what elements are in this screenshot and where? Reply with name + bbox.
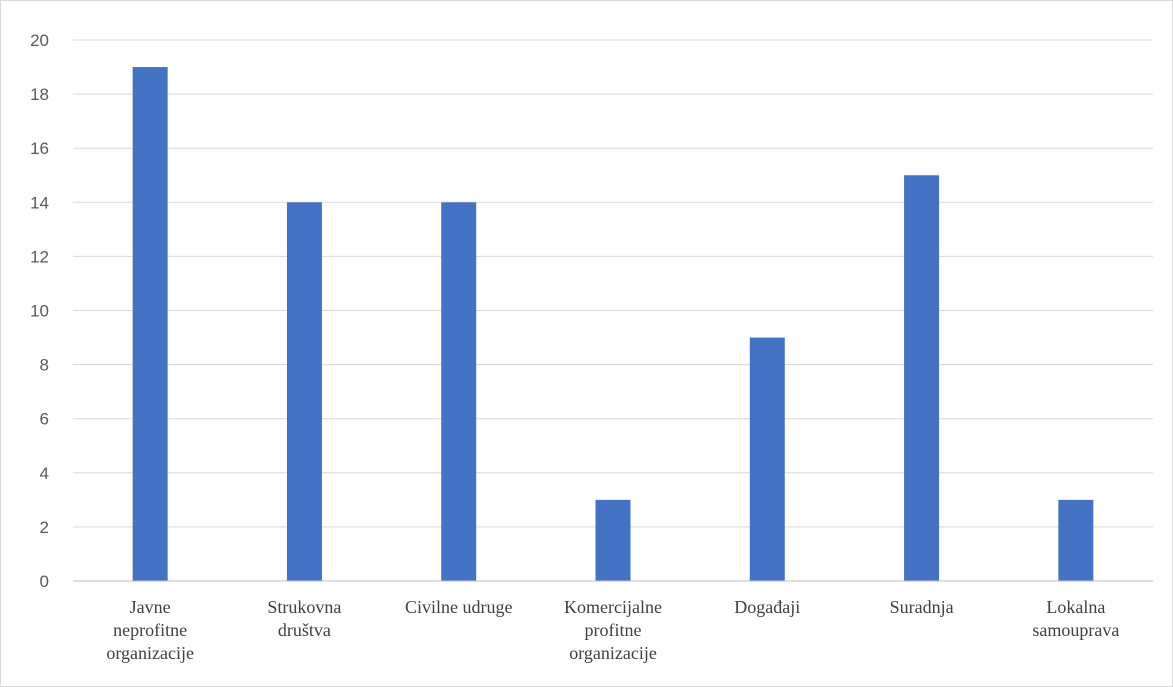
gridlines	[73, 39, 1153, 528]
x-tick-label: Događaji	[734, 597, 800, 617]
x-tick-labels: Javne neprofitne organizacije Strukovna druš…	[106, 597, 1119, 663]
bar	[132, 67, 168, 582]
x-tick-label: Strukovna	[267, 597, 341, 617]
x-tick-label: organizacije	[569, 643, 657, 663]
x-tick-label: Suradnja	[890, 597, 954, 617]
x-tick-label: društva	[278, 620, 331, 640]
bar	[286, 202, 322, 582]
y-tick-label: 12	[30, 247, 49, 266]
y-tick-label: 6	[40, 410, 49, 429]
y-tick-label: 2	[40, 518, 49, 537]
x-tick-label: neprofitne	[113, 620, 187, 640]
bar	[749, 337, 785, 581]
bar	[441, 202, 477, 582]
y-tick-label: 14	[30, 193, 49, 212]
x-tick-label: profitne	[585, 620, 642, 640]
y-tick-label: 10	[30, 302, 49, 321]
bar	[904, 175, 940, 581]
x-tick-label: Komercijalne	[564, 597, 662, 617]
x-tick-label: samouprava	[1032, 620, 1119, 640]
y-tick-label: 20	[30, 31, 49, 50]
y-tick-label: 18	[30, 85, 49, 104]
y-tick-labels: 0 2 4 6 8 10 12 14 16 18 20	[30, 31, 49, 591]
bars	[132, 67, 1094, 582]
x-tick-label: Civilne udruge	[405, 597, 512, 617]
bar	[1058, 499, 1094, 581]
x-tick-label: Javne	[130, 597, 171, 617]
x-tick-label: Lokalna	[1046, 597, 1105, 617]
y-tick-label: 0	[40, 572, 49, 591]
x-tick-label: organizacije	[106, 643, 194, 663]
bar	[595, 499, 631, 581]
y-tick-label: 4	[40, 464, 49, 483]
y-tick-label: 8	[40, 356, 49, 375]
y-tick-label: 16	[30, 139, 49, 158]
